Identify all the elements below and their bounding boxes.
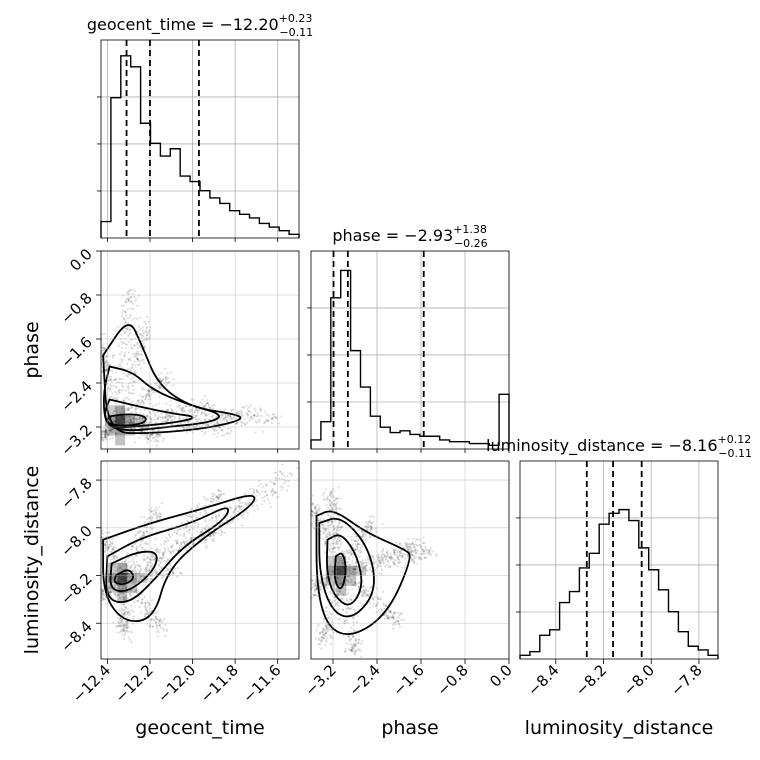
- y-tick-label: −8.4: [57, 617, 95, 655]
- title-geocent_time: geocent_time = −12.20+0.23 −0.11: [87, 12, 313, 39]
- histogram-geocent_time: [100, 55, 300, 238]
- x-tick-label: −0.8: [433, 661, 471, 699]
- panel-frame: [100, 39, 300, 239]
- x-tick-label: −12.2: [112, 661, 157, 706]
- panel-frame: [310, 460, 510, 660]
- panel-geocent_time-vs-phase: [100, 250, 300, 450]
- hist-panel-geocent_time: geocent_time = −12.20+0.23 −0.11: [87, 12, 313, 239]
- contour-level-3: [105, 507, 230, 603]
- x-axis-label-geocent_time: geocent_time: [135, 717, 264, 739]
- y-tick-label: −1.6: [57, 333, 95, 371]
- density-cell: [115, 405, 126, 416]
- density-cell: [336, 565, 347, 576]
- panel-frame: [100, 250, 300, 450]
- contour-level-4: [315, 510, 411, 636]
- y-tick-label: −3.2: [57, 421, 95, 459]
- panel-phase-vs-luminosity_distance: [310, 460, 510, 660]
- density-cell: [117, 592, 128, 603]
- density-cell: [336, 585, 347, 596]
- contour-level-3: [103, 365, 220, 432]
- y-tick-label: −8.0: [57, 522, 95, 560]
- title-luminosity_distance: luminosity_distance = −8.16+0.12 −0.11: [486, 433, 752, 460]
- histogram-luminosity_distance: [519, 508, 719, 659]
- density-cell: [115, 435, 126, 446]
- density-cell: [336, 575, 347, 586]
- density-cell: [105, 425, 116, 436]
- x-tick-label: −8.4: [524, 661, 562, 699]
- density-cell: [125, 415, 136, 426]
- x-tick-label: −2.4: [345, 661, 383, 699]
- density-cell: [117, 572, 128, 583]
- density-cell: [115, 415, 126, 426]
- density-cell: [107, 562, 118, 573]
- density-cell: [105, 405, 116, 416]
- density-cell: [326, 555, 337, 566]
- density-cell: [326, 575, 337, 586]
- hist-panel-luminosity_distance: luminosity_distance = −8.16+0.12 −0.11: [486, 433, 752, 660]
- contour-level-4: [102, 495, 256, 623]
- density-cell: [117, 562, 128, 573]
- x-tick-label: −12.4: [69, 661, 114, 706]
- x-tick-label: −11.8: [197, 661, 242, 706]
- x-tick-label: −8.0: [620, 661, 658, 699]
- y-tick-label: −0.8: [57, 289, 95, 327]
- density-cell: [336, 555, 347, 566]
- x-tick-label: 0.0: [486, 661, 516, 691]
- density-cell: [346, 565, 357, 576]
- contour-level-2: [326, 534, 363, 606]
- histogram-phase: [310, 269, 510, 449]
- contour-level-2: [109, 550, 158, 593]
- panel-frame: [100, 460, 300, 660]
- y-tick-label: −8.2: [57, 570, 95, 608]
- y-axis-label-luminosity_distance: luminosity_distance: [21, 466, 43, 655]
- x-tick-label: −1.6: [389, 661, 427, 699]
- y-axis-label-phase: phase: [21, 321, 43, 378]
- density-cell: [356, 565, 367, 576]
- hist-panel-phase: phase = −2.93+1.38 −0.26: [307, 223, 510, 450]
- panel-geocent_time-vs-luminosity_distance: [100, 460, 300, 660]
- x-axis-label-phase: phase: [381, 717, 438, 739]
- x-tick-label: −8.2: [572, 661, 610, 699]
- contour-level-1: [333, 552, 347, 590]
- contour-level-1: [113, 569, 134, 586]
- panel-frame: [310, 250, 510, 450]
- contour-level-4: [102, 324, 242, 434]
- density-cell: [137, 572, 148, 583]
- x-tick-label: −11.6: [239, 661, 284, 706]
- x-tick-label: −12.0: [154, 661, 199, 706]
- x-tick-label: −7.8: [667, 661, 705, 699]
- y-tick-label: −2.4: [57, 377, 95, 415]
- density-cell: [326, 565, 337, 576]
- density-cell: [107, 572, 118, 583]
- density-cell: [135, 415, 146, 426]
- panel-frame: [519, 460, 719, 660]
- x-axis-label-luminosity_distance: luminosity_distance: [525, 717, 714, 739]
- density-cell: [117, 582, 128, 593]
- y-tick-label: 0.0: [66, 245, 96, 275]
- y-tick-label: −7.8: [57, 474, 95, 512]
- title-phase: phase = −2.93+1.38 −0.26: [332, 223, 487, 250]
- x-tick-label: −3.2: [301, 661, 339, 699]
- density-cell: [346, 575, 357, 586]
